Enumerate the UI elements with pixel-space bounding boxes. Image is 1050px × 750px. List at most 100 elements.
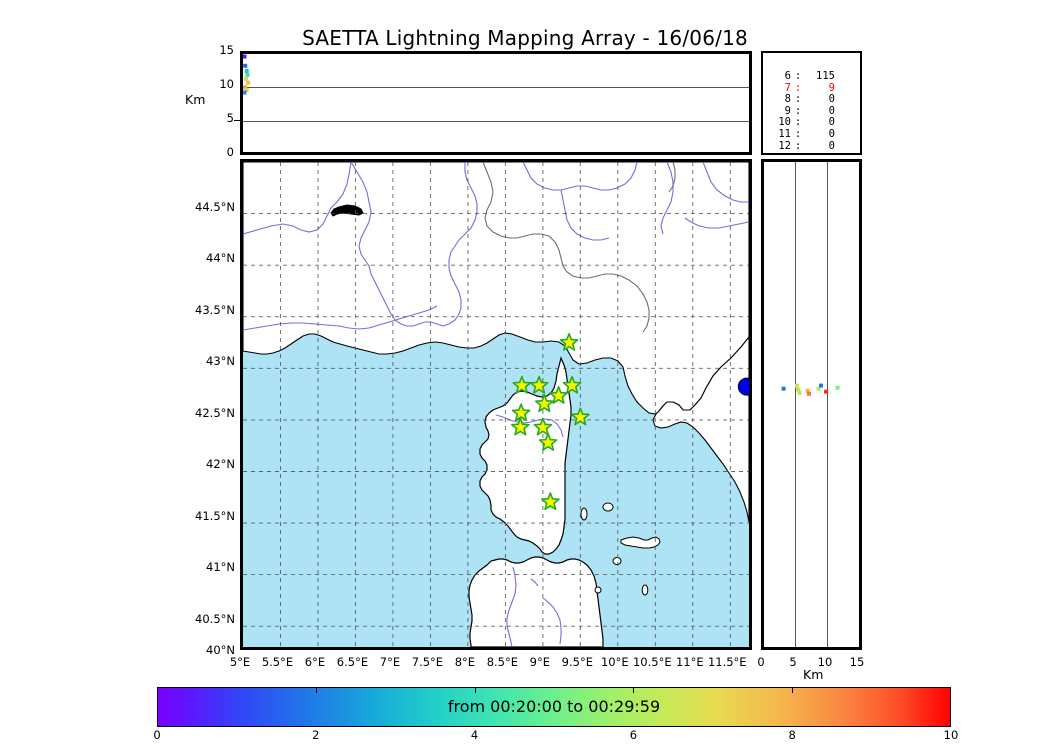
map-ytick-40.5N: 40.5°N [195,612,235,626]
map-xtick-10E: 10°E [600,655,629,669]
landmass-sardinia [468,556,604,647]
station-star-marker [534,394,554,413]
station-count-value: 0 [828,116,835,129]
station-star-marker [511,417,530,436]
station-count-separator: : [794,116,802,129]
station-star-marker [533,417,553,436]
map-ytick-43.5N: 43.5°N [195,303,235,317]
station-count-separator: : [794,81,802,94]
rivers [243,162,749,647]
lightning-source-point [243,90,247,95]
colorbar-tickmark [157,687,158,693]
map-xtick-5.5E: 5.5°E [261,655,294,669]
right-panel-xtick-0: 0 [757,655,765,669]
station-count-row: 9: 0 [769,104,835,118]
station-count-separator: : [794,139,802,152]
country-borders [482,162,676,333]
colorbar-container[interactable]: from 00:20:00 to 00:29:59 0 2 4 6 8 10 [153,687,958,742]
lightning-source-point [794,383,799,388]
lightning-source-point [824,389,829,394]
colorbar-gradient [157,687,951,727]
island-small-5 [602,502,614,512]
lightning-source-point [819,383,823,388]
top-panel-tickmark-5 [234,120,240,121]
colorbar-tickmark [950,687,951,693]
station-count-value: 115 [816,70,835,82]
lightning-source-point [245,72,250,77]
top-panel-gridline-5km [243,121,749,122]
station-count-key: 6 [784,70,791,82]
lightning-source-point [816,386,821,391]
source-marker [737,377,749,396]
station-star-marker [540,492,560,511]
station-star-marker [559,332,579,351]
map-xtick-7.5E: 7.5°E [411,655,444,669]
lightning-source-point [796,387,801,392]
map-xtick-6.5E: 6.5°E [336,655,369,669]
lightning-source-point [797,390,802,395]
island-small-2 [594,586,602,594]
station-markers [511,332,590,511]
lightning-source-point [835,385,840,390]
lightning-source-point [781,386,786,391]
map-ytick-42.5N: 42.5°N [195,406,235,420]
right-panel-scatter [781,383,840,396]
station-count-row: 10: 0 [769,117,835,129]
map-xtick-11.5E: 11.5°E [707,655,747,669]
station-star-marker [538,432,558,451]
map-xtick-10.5E: 10.5°E [632,655,672,669]
map-ytick-43N: 43°N [206,354,235,368]
map-xtick-8.5E: 8.5°E [486,655,519,669]
right-panel-xtick-10: 10 [817,655,833,669]
colorbar-tick-label: 8 [788,728,796,742]
station-count-value: 0 [828,93,835,106]
station-count-separator: : [794,70,802,82]
map-xtick-9.5E: 9.5°E [561,655,593,669]
top-panel-gridline-10km [243,87,749,88]
right-panel-gridline-5km [795,162,796,647]
lightning-source-point [243,54,247,59]
colorbar-tickmark [315,687,317,693]
station-count-value: 0 [828,127,835,140]
station-count-value: 0 [828,104,835,117]
latitude-altitude-panel [761,159,862,650]
station-count-row: 6: 115 [769,70,835,83]
lightning-source-point [805,388,810,393]
map-graphic [243,162,749,647]
station-count-row: 11: 0 [769,127,835,141]
colorbar-tick-label: 2 [312,728,320,742]
top-panel-ytick-10: 10 [219,77,234,91]
station-count-value: 9 [828,81,835,94]
station-count-separator: : [794,93,802,106]
station-star-marker [570,407,590,426]
station-star-marker [529,375,549,394]
station-count-key: 12 [778,139,791,152]
station-count-row: 12: 0 [769,139,835,153]
colorbar-time-label: from 00:20:00 to 00:29:59 [447,697,661,716]
map-xtick-7E: 7°E [379,655,401,669]
map-ytick-44.5N: 44.5°N [195,200,235,214]
colorbar-tickmark [633,687,635,693]
map-ytick-41N: 41°N [206,560,235,574]
map-xtick-5E: 5°E [229,655,251,669]
map-ytick-41.5N: 41.5°N [195,509,235,523]
station-counts-panel: 6:115 7:9 8:0 9:0 10:0 11:0 12:0 [761,51,862,155]
island-capraia [580,507,588,521]
station-counts-table: 6:115 7:9 8:0 9:0 10:0 11:0 12:0 [769,70,835,153]
top-panel-scatter [243,54,251,95]
map-panel[interactable] [240,159,752,650]
top-panel-ytick-15: 15 [219,43,234,57]
map-xtick-8E: 8°E [454,655,476,669]
map-xtick-11E: 11°E [675,655,704,669]
altitude-longitude-panel [240,51,752,155]
lightning-source-point [246,80,251,85]
lightning-source-point [244,87,249,92]
station-count-separator: : [794,127,802,140]
colorbar-tick-label: 0 [153,728,161,742]
top-panel-ytick-5: 5 [226,111,234,125]
station-count-key: 7 [784,81,791,94]
colorbar-tick-label: 10 [943,728,959,742]
station-star-marker [511,403,531,422]
right-panel-xlabel: Km [803,667,824,682]
station-star-marker [512,375,532,394]
